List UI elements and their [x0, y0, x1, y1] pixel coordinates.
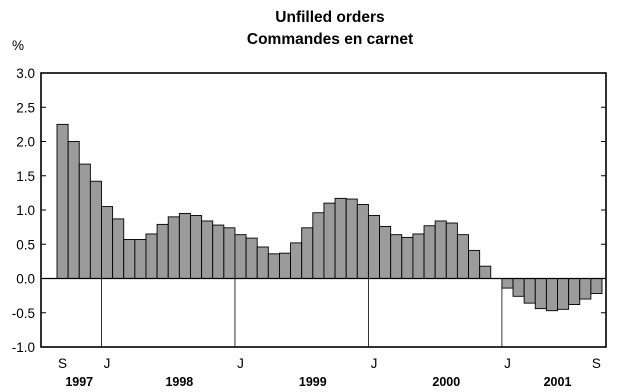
- x-year-label: 2000: [432, 375, 460, 389]
- bar: [56, 123, 69, 279]
- y-tick-label: 3.0: [16, 66, 35, 81]
- bar: [145, 233, 158, 279]
- bar: [479, 265, 492, 279]
- x-year-label: 2001: [544, 375, 572, 389]
- bar: [290, 242, 303, 279]
- y-axis-ticks: 3.0 2.5 2.0 1.5 1.0 0.5 0.0 -0.5 -1.0: [12, 66, 606, 355]
- bar: [301, 227, 314, 279]
- bar: [468, 249, 481, 279]
- bar: [167, 216, 180, 279]
- january-marker-lines: [101, 278, 503, 347]
- bar: [379, 225, 392, 279]
- bar: [545, 278, 558, 312]
- bar: [367, 215, 381, 279]
- bar: [245, 237, 258, 279]
- y-tick-label: 0.0: [16, 272, 35, 287]
- x-year-label: 1999: [299, 375, 327, 389]
- bar: [278, 252, 292, 279]
- bar: [78, 163, 91, 279]
- bar: [223, 227, 236, 279]
- bar: [557, 278, 570, 310]
- y-tick-label: 0.5: [16, 237, 35, 252]
- bar: [234, 234, 247, 279]
- bar: [401, 236, 414, 279]
- y-tick-label: -1.0: [12, 340, 35, 355]
- y-tick-label: 1.0: [16, 203, 35, 218]
- x-month-label: S: [592, 356, 601, 371]
- bar: [112, 218, 125, 279]
- bar: [590, 278, 603, 295]
- x-month-label: S: [58, 356, 67, 371]
- bar: [101, 206, 114, 279]
- chart-title-fr: Commandes en carnet: [247, 31, 413, 48]
- bar: [312, 212, 325, 279]
- x-month-label: J: [104, 356, 111, 371]
- bar: [334, 197, 347, 279]
- bar: [434, 220, 447, 279]
- bar: [212, 224, 225, 279]
- y-tick-label: 2.0: [16, 135, 35, 150]
- bar: [178, 212, 191, 279]
- x-year-label: 1997: [65, 375, 93, 389]
- x-month-label: J: [237, 356, 244, 371]
- bar: [356, 204, 369, 279]
- bar: [67, 141, 80, 279]
- bar: [412, 233, 425, 279]
- bar: [134, 239, 147, 279]
- y-tick-label: -0.5: [12, 306, 35, 321]
- bar: [534, 278, 547, 310]
- bar: [89, 180, 102, 279]
- y-axis-unit-label: %: [12, 38, 24, 53]
- x-year-label: 1998: [165, 375, 193, 389]
- bar: [323, 202, 336, 279]
- bar: [423, 225, 436, 279]
- bar: [523, 278, 536, 304]
- bar: [445, 222, 458, 279]
- bar: [390, 234, 403, 279]
- bar: [512, 278, 525, 297]
- y-tick-label: 2.5: [16, 100, 35, 115]
- bar: [156, 223, 169, 279]
- bar: [267, 253, 280, 279]
- bar: [201, 220, 214, 279]
- bar: [190, 215, 203, 279]
- x-month-label: J: [371, 356, 378, 371]
- bar: [256, 246, 269, 279]
- y-tick-label: 1.5: [16, 169, 35, 184]
- chart-title-en: Unfilled orders: [275, 9, 384, 26]
- bar: [456, 234, 469, 279]
- bar: [568, 278, 581, 305]
- bar: [345, 198, 358, 279]
- x-month-label: J: [504, 356, 511, 371]
- x-axis-labels: S J J J J S 1997 1998 1999 2000 2001: [58, 356, 601, 389]
- bars: [56, 123, 603, 312]
- bar: [579, 278, 592, 300]
- bar: [501, 278, 514, 289]
- bar: [123, 239, 136, 279]
